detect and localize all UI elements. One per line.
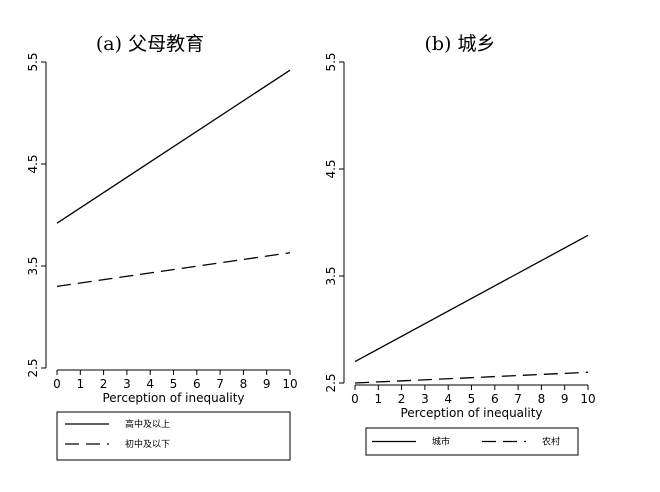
x-tick-label: 0: [351, 392, 359, 406]
x-tick-label: 6: [491, 392, 499, 406]
legend-label: 高中及以上: [125, 418, 170, 430]
x-tick-label: 3: [421, 392, 429, 406]
legend-label: 初中及以下: [125, 438, 170, 450]
x-tick-label: 0: [53, 377, 61, 391]
x-tick-label: 8: [538, 392, 546, 406]
y-tick-label: 4.5: [26, 154, 40, 173]
y-tick-label: 2.5: [324, 373, 338, 392]
y-tick-label: 4.5: [324, 159, 338, 178]
x-tick-label: 2: [398, 392, 406, 406]
series-line: [354, 371, 589, 384]
series-line: [354, 234, 589, 363]
x-tick-label: 1: [76, 377, 84, 391]
x-tick-label: 1: [374, 392, 382, 406]
x-tick-label: 6: [193, 377, 201, 391]
x-tick-label: 9: [561, 392, 569, 406]
x-tick-label: 2: [100, 377, 108, 391]
x-tick-label: 9: [263, 377, 271, 391]
y-tick-label: 3.5: [324, 266, 338, 285]
series-line: [56, 252, 291, 288]
x-tick-label: 8: [240, 377, 248, 391]
x-tick-label: 7: [514, 392, 522, 406]
x-tick-label: 10: [282, 377, 297, 391]
legend-box: [365, 427, 579, 456]
x-tick-label: 5: [170, 377, 178, 391]
x-axis-label: Perception of inequality: [400, 406, 542, 420]
y-tick-label: 5.5: [324, 52, 338, 71]
x-tick-label: 7: [216, 377, 224, 391]
x-tick-label: 3: [123, 377, 131, 391]
y-tick-label: 3.5: [26, 256, 40, 275]
y-tick-label: 2.5: [26, 358, 40, 377]
x-axis-label: Perception of inequality: [102, 391, 244, 405]
chart-title: (b) 城乡: [424, 33, 495, 55]
x-tick-label: 4: [146, 377, 154, 391]
x-tick-label: 10: [580, 392, 595, 406]
chart-title: (a) 父母教育: [96, 33, 204, 55]
legend-label: 农村: [542, 436, 560, 448]
legend-label: 城市: [432, 436, 450, 448]
x-tick-label: 4: [444, 392, 452, 406]
legend-box: [56, 411, 291, 461]
x-tick-label: 5: [468, 392, 476, 406]
y-tick-label: 5.5: [26, 52, 40, 71]
series-line: [56, 69, 291, 224]
